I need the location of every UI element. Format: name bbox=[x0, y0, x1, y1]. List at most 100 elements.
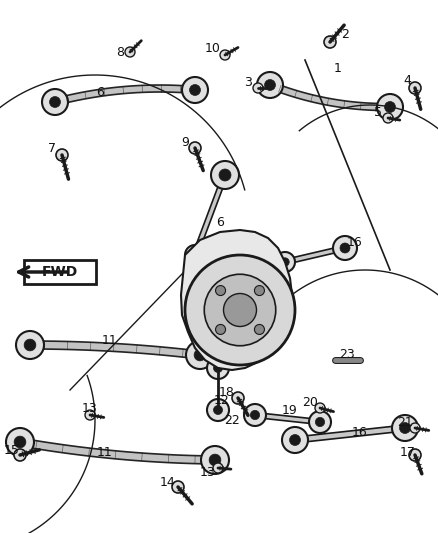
Circle shape bbox=[409, 82, 421, 94]
Circle shape bbox=[315, 403, 325, 413]
Circle shape bbox=[56, 149, 68, 161]
Polygon shape bbox=[54, 85, 195, 106]
Text: 16: 16 bbox=[352, 425, 368, 439]
FancyBboxPatch shape bbox=[24, 260, 96, 284]
Text: 20: 20 bbox=[302, 395, 318, 408]
Circle shape bbox=[254, 325, 265, 334]
Circle shape bbox=[324, 36, 336, 48]
Polygon shape bbox=[255, 413, 320, 424]
Text: 6: 6 bbox=[96, 86, 104, 100]
Text: 11: 11 bbox=[97, 447, 113, 459]
Text: 4: 4 bbox=[403, 74, 411, 86]
Circle shape bbox=[213, 364, 223, 373]
Circle shape bbox=[213, 406, 223, 415]
Text: 9: 9 bbox=[181, 135, 189, 149]
Circle shape bbox=[16, 331, 44, 359]
Polygon shape bbox=[295, 425, 405, 443]
Circle shape bbox=[309, 411, 331, 433]
Circle shape bbox=[42, 89, 68, 115]
Circle shape bbox=[254, 286, 265, 296]
Circle shape bbox=[194, 349, 206, 361]
Circle shape bbox=[220, 50, 230, 60]
Circle shape bbox=[257, 72, 283, 98]
Circle shape bbox=[215, 325, 226, 334]
Circle shape bbox=[219, 169, 231, 181]
Circle shape bbox=[410, 423, 420, 433]
Circle shape bbox=[185, 255, 295, 365]
Circle shape bbox=[251, 410, 260, 419]
Text: 3: 3 bbox=[244, 77, 252, 90]
Circle shape bbox=[125, 47, 135, 57]
Circle shape bbox=[409, 449, 421, 461]
Circle shape bbox=[6, 428, 34, 456]
Text: 23: 23 bbox=[339, 349, 355, 361]
Text: 16: 16 bbox=[347, 236, 363, 248]
Text: 21: 21 bbox=[397, 416, 413, 429]
Text: 13: 13 bbox=[200, 465, 216, 479]
Circle shape bbox=[14, 436, 26, 448]
Circle shape bbox=[392, 415, 418, 441]
Polygon shape bbox=[30, 341, 201, 359]
Circle shape bbox=[172, 481, 184, 493]
Circle shape bbox=[399, 423, 410, 433]
Circle shape bbox=[49, 96, 60, 108]
Circle shape bbox=[333, 236, 357, 260]
Text: 22: 22 bbox=[224, 414, 240, 426]
Circle shape bbox=[182, 77, 208, 103]
Text: 2: 2 bbox=[341, 28, 349, 42]
Circle shape bbox=[211, 161, 239, 189]
Circle shape bbox=[385, 102, 396, 112]
Circle shape bbox=[215, 286, 226, 296]
Text: 5: 5 bbox=[374, 106, 382, 118]
Circle shape bbox=[282, 427, 308, 453]
Text: 19: 19 bbox=[282, 403, 298, 416]
Polygon shape bbox=[181, 230, 292, 370]
Circle shape bbox=[207, 357, 229, 379]
Circle shape bbox=[335, 238, 355, 258]
Circle shape bbox=[213, 463, 223, 473]
Circle shape bbox=[315, 417, 325, 426]
Circle shape bbox=[383, 113, 393, 123]
Circle shape bbox=[189, 142, 201, 154]
Circle shape bbox=[14, 449, 26, 461]
Circle shape bbox=[215, 165, 235, 185]
Circle shape bbox=[24, 339, 36, 351]
Circle shape bbox=[223, 294, 257, 327]
Text: 1: 1 bbox=[334, 61, 342, 75]
Circle shape bbox=[232, 392, 244, 404]
Circle shape bbox=[209, 454, 221, 466]
Text: 6: 6 bbox=[216, 215, 224, 229]
Circle shape bbox=[290, 434, 300, 446]
Circle shape bbox=[185, 245, 205, 265]
Circle shape bbox=[85, 410, 95, 420]
Polygon shape bbox=[269, 82, 390, 110]
Text: 17: 17 bbox=[400, 446, 416, 458]
Text: 14: 14 bbox=[160, 475, 176, 489]
Circle shape bbox=[377, 94, 403, 120]
Circle shape bbox=[341, 244, 349, 252]
Circle shape bbox=[265, 79, 276, 91]
Text: 10: 10 bbox=[205, 42, 221, 54]
Text: 7: 7 bbox=[48, 141, 56, 155]
Polygon shape bbox=[193, 174, 227, 256]
Polygon shape bbox=[19, 438, 215, 464]
Text: 13: 13 bbox=[82, 401, 98, 415]
Circle shape bbox=[207, 399, 229, 421]
Circle shape bbox=[340, 243, 350, 253]
Text: FWD: FWD bbox=[42, 265, 78, 279]
Text: 8: 8 bbox=[116, 45, 124, 59]
Circle shape bbox=[244, 404, 266, 426]
Circle shape bbox=[221, 171, 229, 179]
Circle shape bbox=[275, 252, 295, 272]
Text: 12: 12 bbox=[214, 393, 230, 407]
Circle shape bbox=[204, 274, 276, 346]
Polygon shape bbox=[284, 246, 346, 264]
Circle shape bbox=[281, 258, 289, 266]
Circle shape bbox=[186, 341, 214, 369]
Text: 15: 15 bbox=[4, 443, 20, 456]
Text: 11: 11 bbox=[102, 334, 118, 346]
Circle shape bbox=[201, 446, 229, 474]
Text: 18: 18 bbox=[219, 385, 235, 399]
Circle shape bbox=[253, 83, 263, 93]
Circle shape bbox=[191, 251, 199, 259]
